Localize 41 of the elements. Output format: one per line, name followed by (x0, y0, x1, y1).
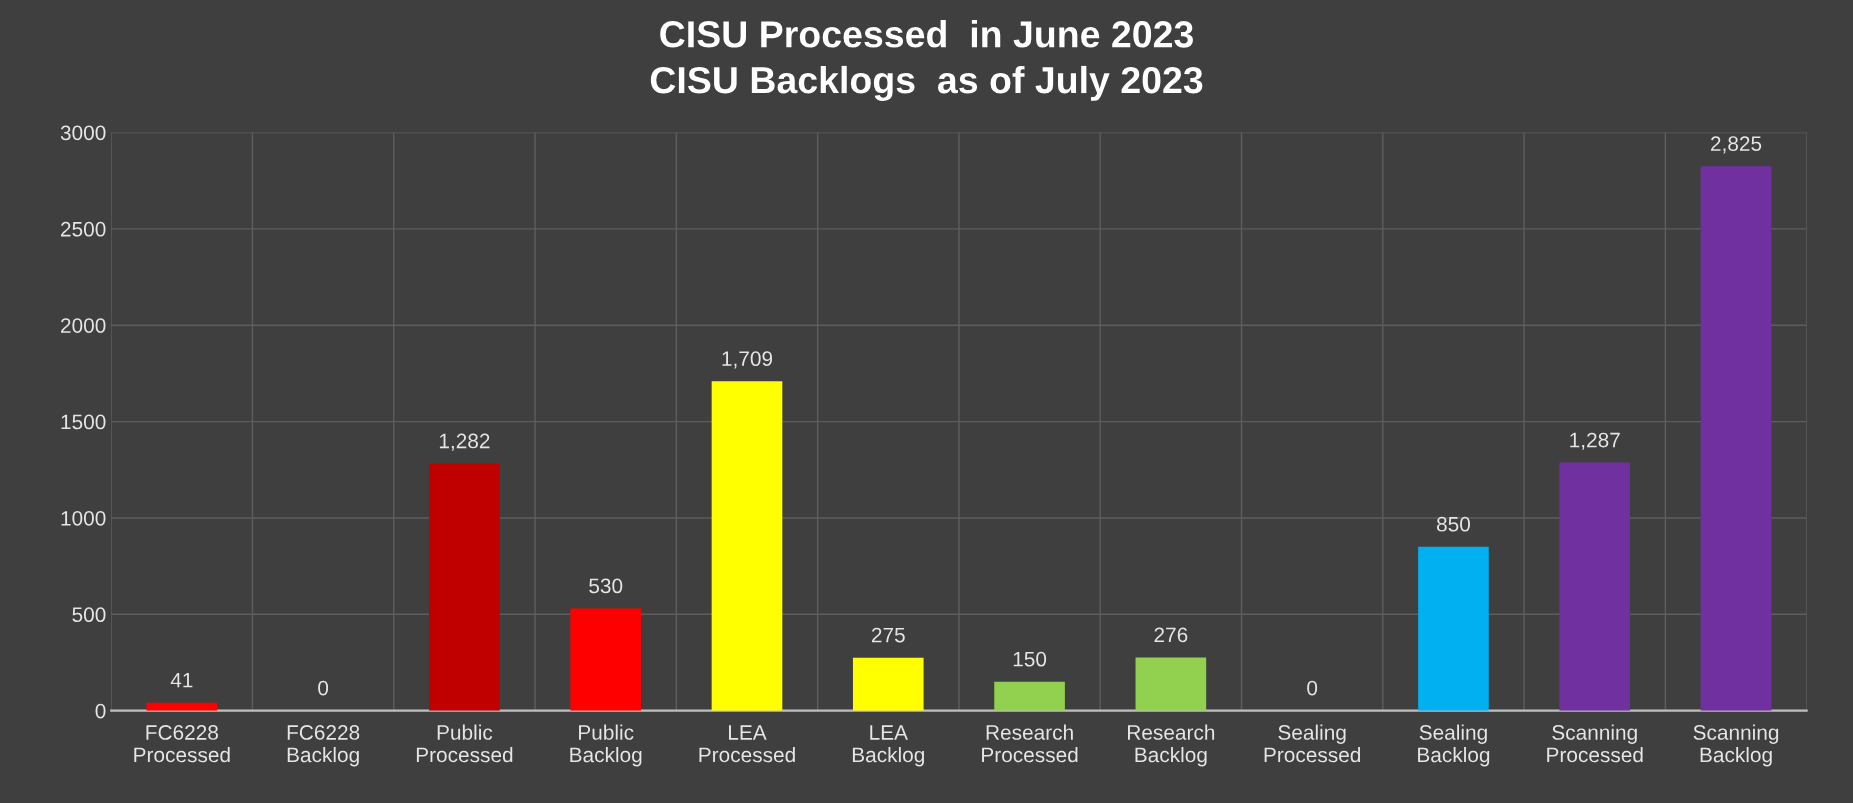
bar (994, 681, 1065, 711)
x-tick-label: Public Backlog (570, 724, 642, 767)
y-tick-label: 3000 (60, 125, 106, 141)
bar (852, 657, 924, 711)
data-label: 1,709 (722, 351, 773, 369)
data-label: 41 (170, 672, 193, 688)
x-tick-label: LEA Processed (699, 725, 795, 763)
data-label: 2,825 (1711, 136, 1762, 154)
data-label: 0 (318, 680, 329, 696)
bar (1418, 546, 1489, 711)
y-tick-label: 500 (72, 607, 106, 623)
data-label: 276 (1154, 627, 1188, 643)
x-tick-label: Research Processed (982, 724, 1078, 763)
bar (570, 608, 642, 711)
data-label: 0 (1307, 680, 1318, 696)
x-tick-label: Scanning Backlog (1693, 724, 1779, 767)
bar (1700, 166, 1772, 711)
y-tick-label: 1500 (61, 414, 106, 430)
x-tick-label: FC6228 Backlog (287, 725, 360, 767)
bar (429, 463, 500, 711)
bar (711, 381, 783, 711)
y-tick-label: 2500 (61, 221, 106, 237)
y-tick-label: 1000 (61, 510, 106, 526)
y-tick-label: 2000 (61, 318, 106, 333)
data-label: 1,282 (439, 433, 490, 451)
data-label: 275 (871, 627, 905, 643)
x-tick-label: Sealing Backlog (1418, 724, 1490, 767)
chart-title: CISU Processed in June 2023 CISU Backlogs as of July 2023 (650, 20, 1203, 102)
bar (1135, 657, 1207, 711)
x-tick-label: Sealing Processed (1264, 724, 1361, 763)
x-tick-label: Scanning Processed (1547, 724, 1643, 763)
x-tick-label: FC6228 Processed (134, 725, 230, 763)
data-label: 1,287 (1570, 432, 1620, 450)
data-label: 530 (589, 578, 623, 594)
x-tick-label: LEA Backlog (852, 725, 924, 767)
data-label: 150 (1013, 651, 1047, 667)
data-label: 850 (1436, 516, 1471, 532)
x-tick-label: Research Backlog (1127, 724, 1215, 767)
x-tick-label: Public Processed (416, 724, 513, 763)
bar (1559, 462, 1631, 711)
y-tick-label: 0 (95, 703, 106, 719)
